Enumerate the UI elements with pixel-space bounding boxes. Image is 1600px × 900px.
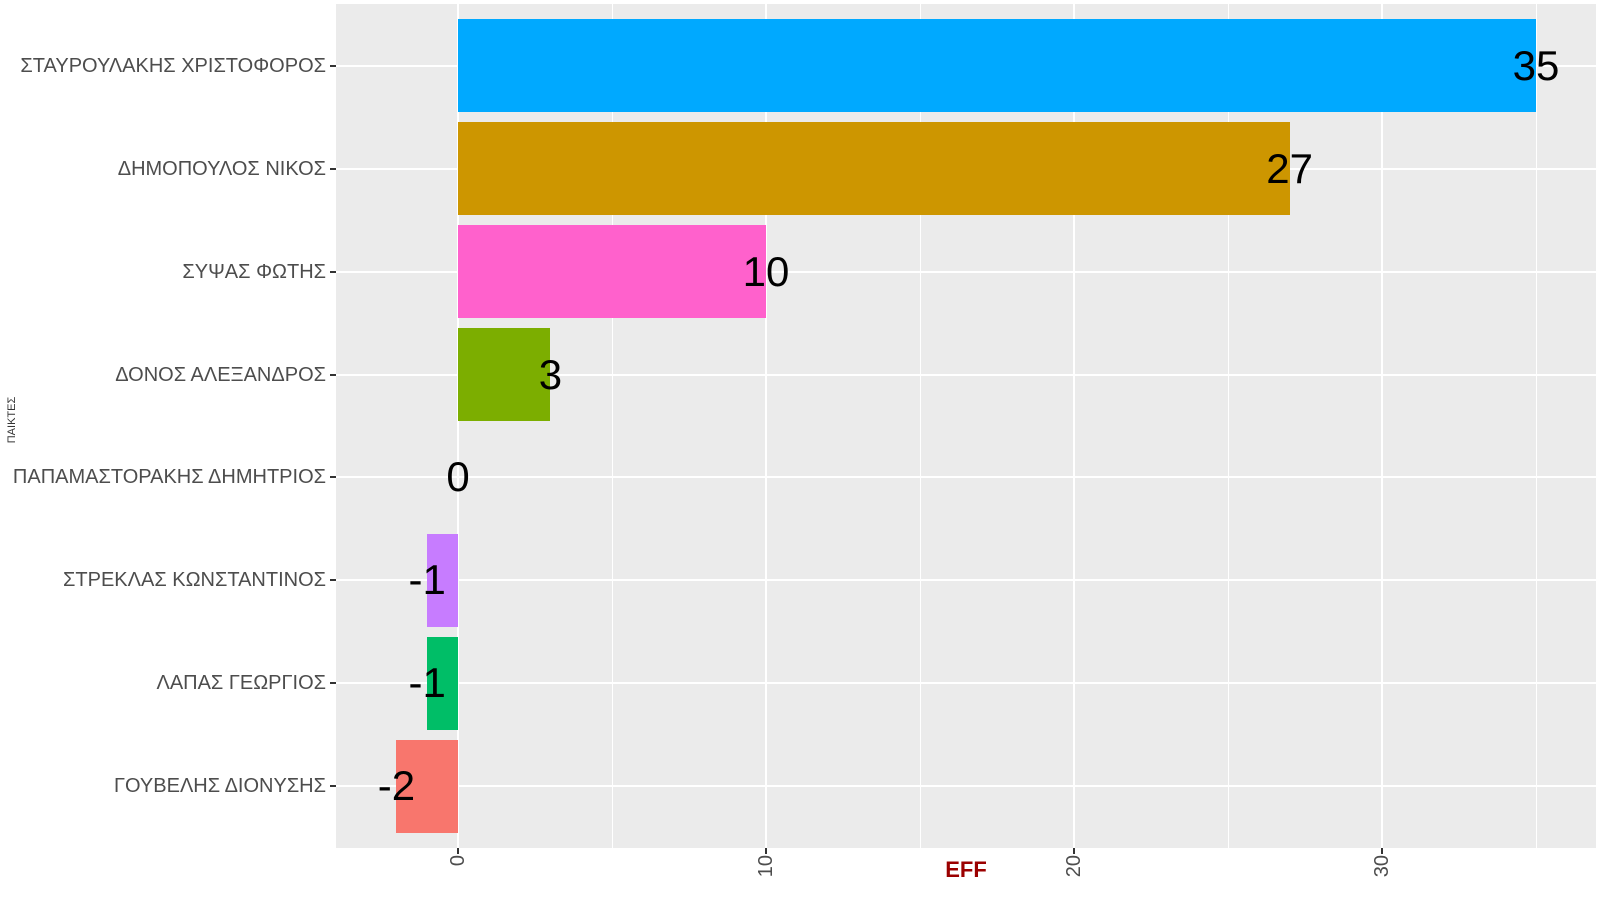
major-gridline (336, 373, 1596, 376)
x-axis-title: EFF (945, 857, 987, 882)
major-gridline (1381, 4, 1383, 848)
minor-gridline (919, 4, 921, 848)
major-gridline (1073, 4, 1075, 848)
bar (427, 534, 458, 627)
bar-value-label: -1 (408, 659, 446, 707)
y-axis-title: ΠΑΙΚΤΕΣ (6, 396, 18, 444)
y-tick-mark (330, 682, 336, 685)
y-tick-label: ΣΤΑΥΡΟΥΛΑΚΗΣ ΧΡΙΣΤΟΦΟΡΟΣ (20, 54, 326, 77)
y-tick-label: ΓΟΥΒΕΛΗΣ ΔΙΟΝΥΣΗΣ (114, 775, 326, 798)
bar-value-label: 10 (742, 247, 790, 295)
major-gridline (336, 270, 1596, 273)
major-gridline (765, 4, 767, 848)
major-gridline (457, 4, 459, 848)
bar-value-label: -1 (408, 556, 446, 604)
x-tick-mark (765, 848, 767, 854)
y-tick-mark (330, 167, 336, 170)
y-tick-mark (330, 270, 336, 273)
bar-value-label: 0 (446, 453, 470, 501)
minor-gridline (1535, 4, 1537, 848)
major-gridline (336, 785, 1596, 788)
bar-value-label: 35 (1512, 41, 1560, 89)
y-tick-mark (330, 476, 336, 479)
x-tick-mark (1073, 848, 1075, 854)
bar (458, 19, 1536, 113)
bar (396, 739, 458, 833)
bar (458, 225, 766, 318)
y-tick-label: ΛΑΠΑΣ ΓΕΩΡΓΙΟΣ (156, 672, 326, 695)
x-tick-mark (457, 848, 459, 854)
y-tick-label: ΔΗΜΟΠΟΥΛΟΣ ΝΙΚΟΣ (117, 157, 326, 180)
bar-value-label: 27 (1266, 144, 1313, 192)
bar (458, 122, 1290, 215)
y-tick-label: ΠΑΠΑΜΑΣΤΟΡΑΚΗΣ ΔΗΜΗΤΡΙΟΣ (12, 466, 326, 489)
y-tick-mark (330, 785, 336, 788)
y-tick-label: ΔΟΝΟΣ ΑΛΕΞΑΝΔΡΟΣ (115, 363, 326, 386)
major-gridline (336, 682, 1596, 685)
bar-value-label: -2 (377, 762, 416, 810)
y-tick-mark (330, 373, 336, 376)
x-tick-mark (1381, 848, 1383, 854)
y-tick-mark (330, 64, 336, 67)
bar (458, 328, 551, 421)
bar (427, 637, 458, 730)
plot-panel (336, 4, 1596, 848)
y-tick-label: ΣΤΡΕΚΛΑΣ ΚΩΝΣΤΑΝΤΙΝΟΣ (63, 569, 326, 592)
major-gridline (336, 579, 1596, 582)
y-tick-label: ΣΥΨΑΣ ΦΩΤΗΣ (182, 260, 326, 283)
bar-value-label: 3 (538, 350, 563, 398)
major-gridline (336, 476, 1596, 479)
minor-gridline (611, 4, 613, 848)
y-tick-mark (330, 579, 336, 582)
minor-gridline (1227, 4, 1229, 848)
